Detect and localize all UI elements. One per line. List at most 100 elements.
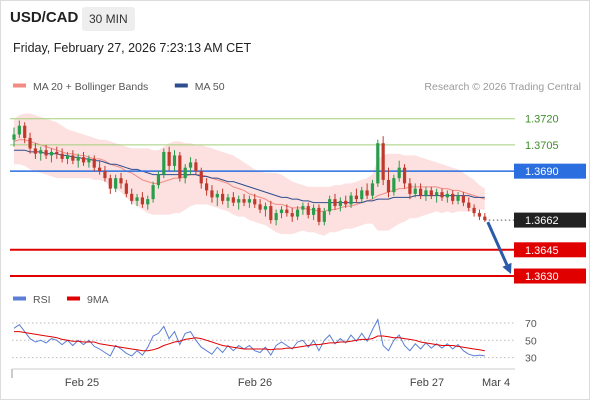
candle-body bbox=[451, 193, 455, 201]
candle bbox=[344, 195, 348, 208]
candle bbox=[338, 197, 342, 212]
candle-body bbox=[65, 155, 70, 159]
candle-body bbox=[146, 199, 150, 205]
candle-body bbox=[215, 193, 219, 198]
candle bbox=[445, 190, 449, 203]
candle-body bbox=[290, 213, 294, 217]
candle-body bbox=[33, 148, 37, 154]
ma50-line bbox=[14, 149, 485, 204]
candle-body bbox=[483, 216, 487, 221]
candle bbox=[55, 146, 59, 159]
candle-body bbox=[237, 199, 241, 203]
candle-body bbox=[210, 190, 214, 198]
candle-body bbox=[274, 213, 278, 221]
rsi-legend-label-0: RSI bbox=[33, 294, 51, 306]
candle-body bbox=[279, 209, 284, 214]
x-tick-label-1: Feb 26 bbox=[238, 377, 272, 389]
candle-body bbox=[408, 183, 412, 194]
candle bbox=[237, 195, 241, 210]
candle-body bbox=[49, 151, 54, 156]
candle-body bbox=[461, 195, 465, 203]
legend-swatch-0 bbox=[13, 83, 26, 88]
candle bbox=[81, 151, 86, 166]
candle-body bbox=[435, 192, 439, 196]
candle bbox=[124, 179, 128, 198]
candle-body bbox=[114, 178, 118, 189]
candle bbox=[440, 188, 444, 201]
forecast-arrow-shaft bbox=[486, 221, 509, 266]
timeframe-selector[interactable]: 30 MIN bbox=[82, 7, 135, 31]
candle-body bbox=[258, 204, 262, 210]
candle bbox=[392, 174, 396, 196]
candle-body bbox=[92, 158, 96, 168]
candle-body bbox=[445, 193, 449, 198]
copyright-text: Research © 2026 Trading Central bbox=[424, 81, 581, 93]
chart-datetime: Friday, February 27, 2026 7:23:13 AM CET bbox=[13, 41, 252, 55]
candle bbox=[167, 146, 171, 172]
candle-body bbox=[242, 199, 246, 203]
candle bbox=[231, 192, 235, 207]
candle bbox=[365, 183, 369, 200]
candle bbox=[322, 207, 326, 226]
candle bbox=[263, 202, 268, 217]
support-label-5: 1.3630 bbox=[525, 271, 559, 283]
candle bbox=[199, 167, 203, 189]
candle bbox=[279, 206, 284, 219]
candle bbox=[87, 155, 91, 168]
candle-body bbox=[381, 143, 385, 180]
candle bbox=[146, 195, 150, 210]
candle-body bbox=[397, 167, 401, 179]
resistance-label-1: 1.3705 bbox=[525, 140, 559, 152]
candle-body bbox=[28, 137, 32, 149]
legend-label-1: MA 50 bbox=[195, 81, 225, 93]
candle bbox=[183, 164, 187, 184]
current-price-badge bbox=[514, 212, 586, 228]
candle bbox=[156, 171, 161, 189]
candle bbox=[49, 148, 54, 163]
candle-body bbox=[44, 150, 48, 156]
candle-body bbox=[81, 157, 86, 163]
candle-body bbox=[312, 207, 316, 215]
candle bbox=[205, 178, 209, 196]
candle-body bbox=[360, 190, 364, 200]
candle-body bbox=[98, 167, 102, 172]
candle bbox=[258, 199, 262, 214]
candle-body bbox=[328, 199, 332, 212]
pivot-badge bbox=[514, 163, 586, 179]
candle bbox=[108, 174, 112, 194]
x-tick-label-3: Mar 4 bbox=[482, 377, 510, 389]
rsi-legend-swatch-1 bbox=[67, 296, 80, 301]
bollinger-bands bbox=[14, 113, 485, 236]
pivot-label: 1.3690 bbox=[525, 166, 559, 178]
candle-body bbox=[60, 153, 64, 159]
candle bbox=[419, 183, 423, 200]
candle bbox=[456, 192, 460, 205]
x-axis: Feb 25 Feb 26 Feb 27 Mar 4 bbox=[11, 368, 515, 389]
candle-body bbox=[172, 155, 177, 166]
candle-body bbox=[349, 195, 353, 205]
candle-body bbox=[419, 188, 423, 196]
candle bbox=[312, 204, 316, 221]
candle-body bbox=[188, 162, 193, 168]
candle-body bbox=[338, 200, 342, 207]
x-tick-label-0: Feb 25 bbox=[65, 377, 99, 389]
candle-body bbox=[119, 178, 123, 184]
candle bbox=[151, 181, 155, 203]
candle bbox=[472, 204, 476, 217]
resistance-label-0: 1.3720 bbox=[525, 114, 559, 126]
candle-body bbox=[247, 199, 251, 203]
candle bbox=[274, 209, 278, 226]
candle bbox=[33, 143, 37, 159]
candle bbox=[413, 183, 417, 198]
candle bbox=[44, 144, 48, 159]
candle bbox=[130, 188, 134, 205]
forecast-arrow-head bbox=[502, 262, 512, 275]
candle-body bbox=[194, 162, 198, 172]
candle-body bbox=[317, 207, 321, 222]
candle-body bbox=[17, 125, 21, 135]
candle-body bbox=[253, 199, 257, 205]
candle-body bbox=[23, 125, 27, 138]
candle-body bbox=[167, 151, 171, 166]
candle bbox=[247, 195, 251, 208]
candle bbox=[269, 200, 273, 224]
